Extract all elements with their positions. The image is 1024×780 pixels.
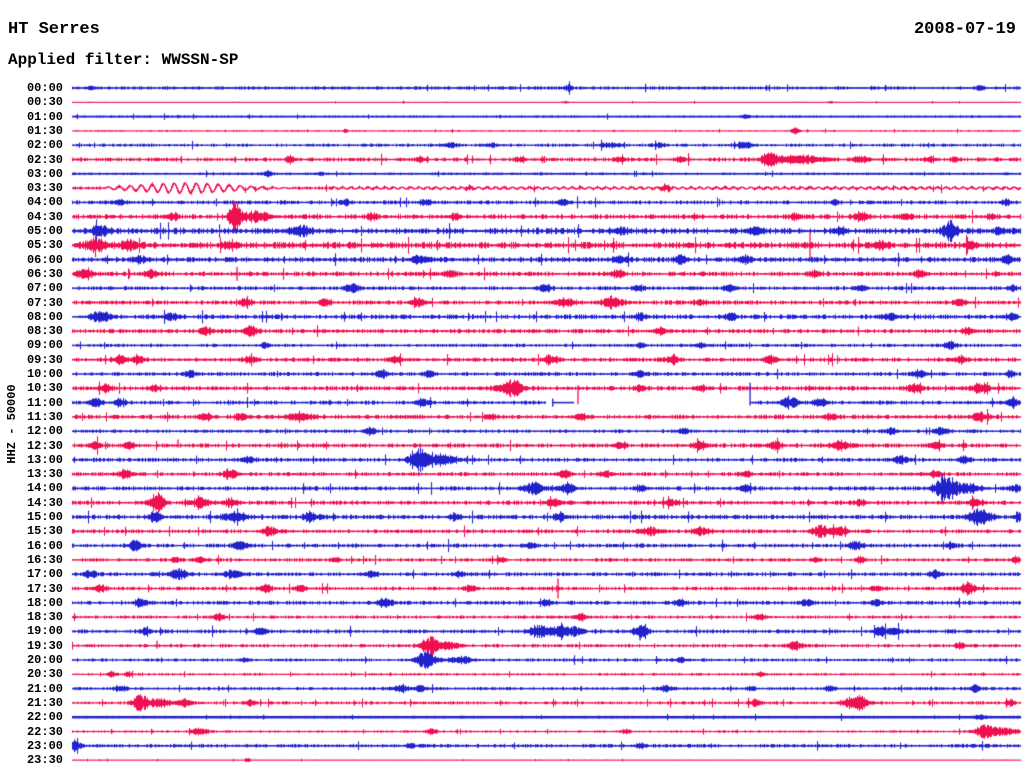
station-title: HT Serres (8, 20, 100, 39)
time-label: 04:00 (26, 195, 63, 210)
time-label: 05:30 (26, 238, 63, 253)
time-label: 18:30 (26, 610, 63, 625)
time-label: 02:00 (26, 138, 63, 153)
filter-label: Applied filter: WWSSN-SP (8, 51, 239, 69)
time-label: 23:00 (26, 738, 63, 753)
time-label: 16:30 (26, 552, 63, 567)
time-label: 16:00 (26, 538, 63, 553)
time-label: 15:00 (26, 510, 63, 524)
time-label: 23:30 (26, 753, 63, 768)
time-label: 20:30 (26, 667, 63, 682)
time-label: 08:30 (26, 324, 63, 339)
time-label: 07:30 (26, 295, 63, 310)
time-label: 14:30 (26, 495, 63, 510)
time-label: 13:00 (26, 452, 63, 467)
time-label: 00:00 (26, 81, 63, 95)
time-label: 02:30 (26, 152, 63, 167)
time-label: 09:30 (26, 352, 63, 367)
time-label: 01:00 (26, 109, 63, 124)
time-label: 17:30 (26, 581, 63, 596)
time-label: 21:00 (26, 681, 63, 696)
time-label: 01:30 (26, 123, 63, 138)
time-label: 00:30 (26, 95, 63, 110)
time-label: 09:00 (26, 338, 63, 353)
time-label: 11:30 (26, 409, 63, 424)
time-label: 22:30 (26, 724, 63, 739)
time-label: 15:30 (26, 524, 63, 539)
time-label: 18:00 (26, 595, 63, 610)
time-label: 11:00 (26, 395, 63, 410)
time-label: 05:00 (26, 224, 63, 238)
time-label: 04:30 (26, 209, 63, 224)
time-label: 22:00 (26, 710, 63, 725)
time-label: 14:00 (26, 481, 63, 496)
time-label: 03:30 (26, 181, 63, 196)
time-label: 21:30 (26, 695, 63, 710)
time-label: 12:00 (26, 424, 63, 439)
time-label: 19:30 (26, 638, 63, 653)
time-label: 06:00 (26, 252, 63, 267)
time-label: 07:00 (26, 281, 63, 296)
time-label: 13:30 (26, 467, 63, 482)
time-label: 08:00 (26, 309, 63, 324)
time-label: 17:00 (26, 567, 63, 582)
time-label: 19:00 (26, 624, 63, 639)
date-label: 2008-07-19 (913, 20, 1016, 39)
time-label: 06:30 (26, 266, 63, 281)
time-label: 10:30 (26, 381, 63, 396)
time-label: 03:00 (26, 166, 63, 181)
time-label: 20:00 (26, 653, 63, 667)
time-label: 10:00 (26, 367, 63, 381)
time-label: 12:30 (26, 438, 63, 453)
